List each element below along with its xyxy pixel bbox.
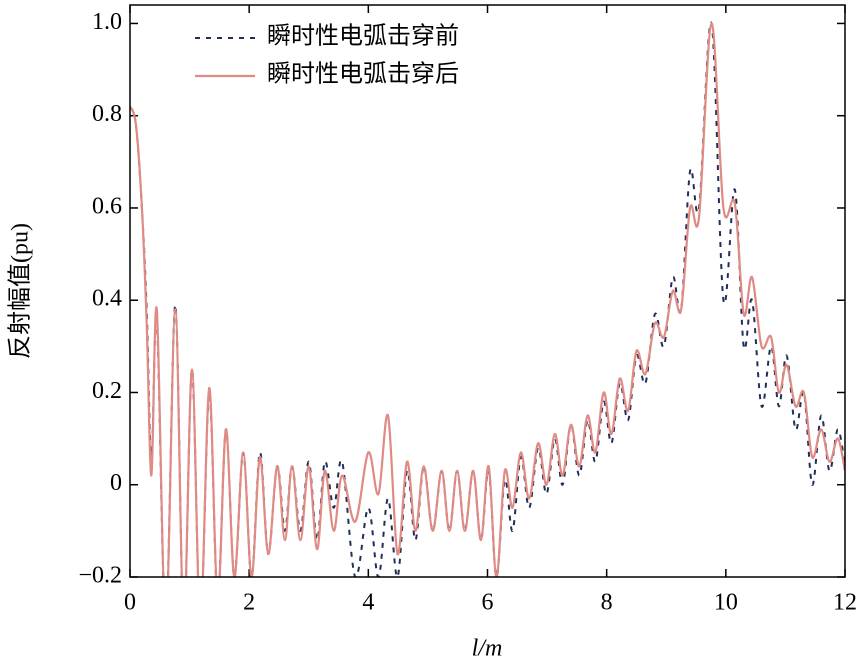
x-tick-label: 2 [243,590,255,616]
y-tick-label: −0.2 [78,563,122,589]
y-tick-label: 0 [110,470,122,496]
y-tick-label: 0.6 [92,193,122,219]
y-axis-label: 反射幅值(pu) [7,223,34,359]
x-tick-label: 0 [124,590,136,616]
x-axis-label: l/m [472,636,503,662]
plot-area [130,21,845,577]
x-tick-label: 4 [362,590,374,616]
axes: −0.200.20.40.60.81.00 2 4 6 8 10 12 [78,5,857,616]
y-tick-label: 0.8 [92,101,122,127]
data-line [130,22,845,577]
legend-label: 瞬时性电弧击穿前 [267,23,459,50]
legend-label: 瞬时性电弧击穿后 [267,61,459,88]
y-tick-label: 1.0 [92,9,122,35]
x-tick-label: 6 [482,590,494,616]
x-tick-label: 12 [833,590,857,616]
x-tick-label: 8 [601,590,613,616]
x-tick-label: 10 [714,590,738,616]
y-tick-label: 0.4 [92,286,122,312]
y-tick-label: 0.2 [92,378,122,404]
plot-frame [129,4,846,578]
